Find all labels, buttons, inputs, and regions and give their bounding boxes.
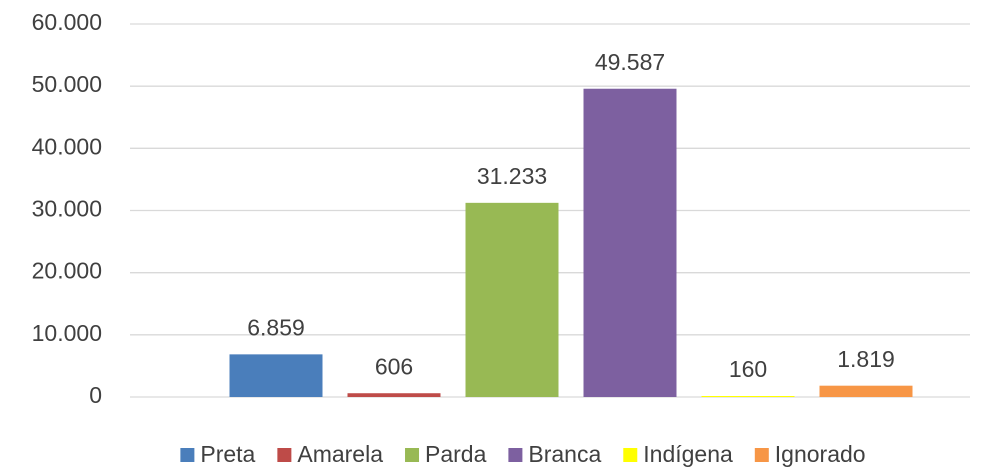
legend-label: Amarela bbox=[297, 441, 383, 467]
data-label: 160 bbox=[729, 356, 767, 382]
legend-swatch bbox=[405, 448, 420, 462]
bar bbox=[347, 393, 441, 397]
bar bbox=[465, 202, 559, 397]
bar bbox=[819, 385, 913, 397]
data-label: 1.819 bbox=[837, 346, 895, 372]
bar bbox=[583, 88, 677, 397]
data-label: 606 bbox=[375, 353, 413, 379]
data-label: 6.859 bbox=[247, 314, 305, 340]
data-label: 31.233 bbox=[477, 163, 547, 189]
y-tick-label: 50.000 bbox=[32, 71, 102, 97]
y-tick-label: 20.000 bbox=[32, 258, 102, 284]
legend-label: Indígena bbox=[643, 441, 733, 467]
legend-label: Ignorado bbox=[775, 441, 866, 467]
legend-label: Parda bbox=[425, 441, 487, 467]
legend-swatch bbox=[277, 448, 292, 462]
legend-swatch bbox=[180, 448, 195, 462]
bar bbox=[229, 354, 323, 397]
legend-swatch bbox=[754, 448, 769, 462]
bar bbox=[701, 396, 795, 397]
y-tick-label: 10.000 bbox=[32, 320, 102, 346]
legend-swatch bbox=[623, 448, 638, 462]
y-tick-label: 40.000 bbox=[32, 133, 102, 159]
legend-swatch bbox=[508, 448, 523, 462]
y-tick-label: 60.000 bbox=[32, 9, 102, 35]
legend-label: Branca bbox=[528, 441, 601, 467]
legend-label: Preta bbox=[200, 441, 255, 467]
data-label: 49.587 bbox=[595, 49, 665, 75]
y-tick-label: 30.000 bbox=[32, 196, 102, 222]
y-tick-label: 0 bbox=[89, 382, 102, 408]
